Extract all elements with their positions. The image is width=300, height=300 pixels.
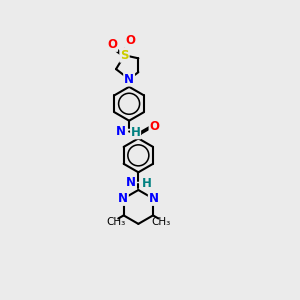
Text: N: N <box>116 125 126 138</box>
Text: N: N <box>118 192 128 205</box>
Text: N: N <box>126 176 136 189</box>
Text: N: N <box>149 192 159 205</box>
Text: O: O <box>149 120 160 133</box>
Text: O: O <box>107 38 117 51</box>
Text: H: H <box>131 126 140 139</box>
Text: H: H <box>141 177 151 190</box>
Text: S: S <box>120 49 129 62</box>
Text: O: O <box>125 34 135 47</box>
Text: N: N <box>124 73 134 85</box>
Text: CH₃: CH₃ <box>106 217 126 226</box>
Text: CH₃: CH₃ <box>151 217 170 226</box>
